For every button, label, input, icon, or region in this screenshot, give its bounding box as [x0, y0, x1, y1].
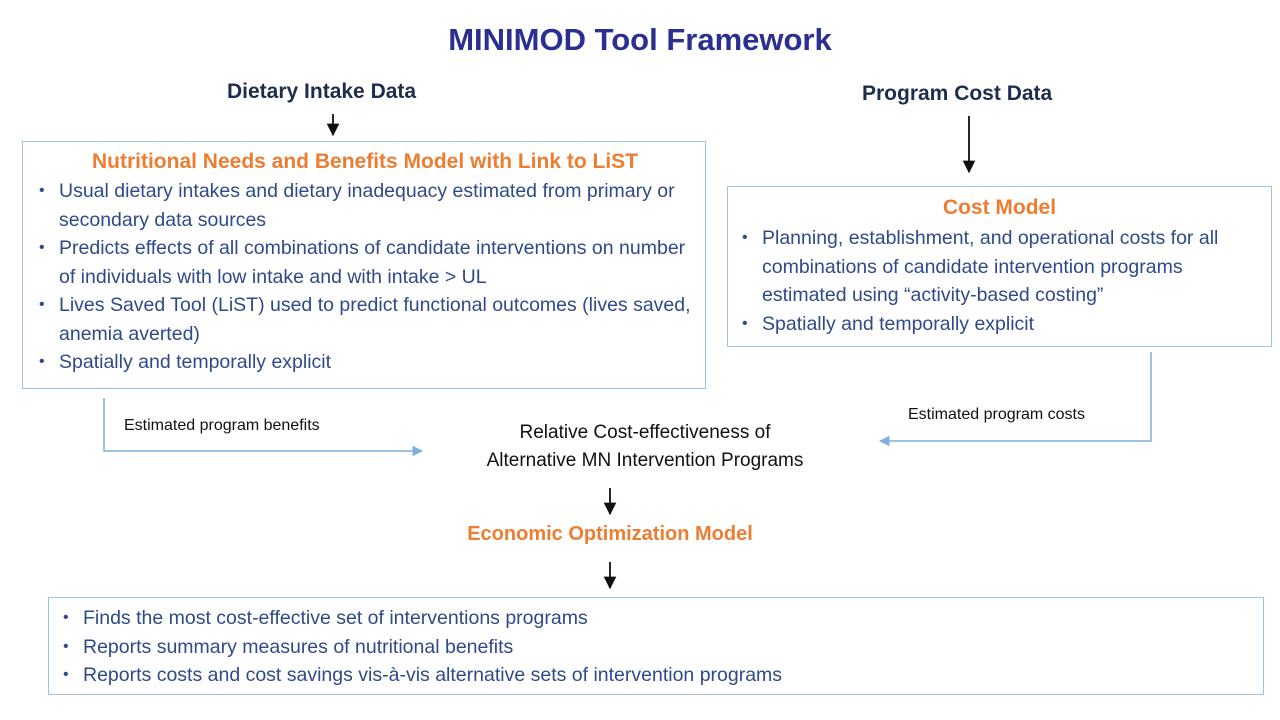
- costs-flow-label: Estimated program costs: [908, 406, 1085, 423]
- list-item: Predicts effects of all combinations of …: [33, 234, 697, 291]
- connector-benefits: [103, 398, 424, 457]
- list-item: Spatially and temporally explicit: [33, 348, 697, 377]
- nutrition-model-box: Nutritional Needs and Benefits Model wit…: [22, 141, 706, 389]
- list-item: Lives Saved Tool (LiST) used to predict …: [33, 291, 697, 348]
- cost-model-bullets: Planning, establishment, and operational…: [736, 224, 1263, 338]
- cost-model-box: Cost Model Planning, establishment, and …: [727, 186, 1272, 347]
- center-line-2: Alternative MN Intervention Programs: [486, 450, 804, 471]
- list-item: Reports costs and cost savings vis-à-vis…: [57, 661, 1255, 690]
- list-item: Finds the most cost-effective set of int…: [57, 604, 1255, 633]
- center-line-1: Relative Cost-effectiveness of: [519, 422, 771, 443]
- benefits-flow-label: Estimated program benefits: [124, 417, 320, 434]
- list-item: Planning, establishment, and operational…: [736, 224, 1263, 310]
- optimization-results-box: Finds the most cost-effective set of int…: [48, 597, 1264, 695]
- program-cost-label: Program Cost Data: [862, 82, 1053, 105]
- relative-cost-effectiveness: Relative Cost-effectiveness of Alternati…: [420, 419, 870, 475]
- list-item: Spatially and temporally explicit: [736, 310, 1263, 339]
- optimization-model-title: Economic Optimization Model: [467, 523, 753, 545]
- page-title: MINIMOD Tool Framework: [448, 22, 832, 57]
- nutrition-model-title: Nutritional Needs and Benefits Model wit…: [91, 150, 639, 173]
- list-item: Usual dietary intakes and dietary inadeq…: [33, 177, 697, 234]
- connector-costs: [878, 352, 1152, 447]
- list-item: Reports summary measures of nutritional …: [57, 633, 1255, 662]
- cost-model-title: Cost Model: [942, 196, 1057, 219]
- nutrition-model-bullets: Usual dietary intakes and dietary inadeq…: [33, 177, 697, 377]
- optimization-bullets: Finds the most cost-effective set of int…: [57, 604, 1255, 690]
- dietary-intake-label: Dietary Intake Data: [227, 80, 417, 103]
